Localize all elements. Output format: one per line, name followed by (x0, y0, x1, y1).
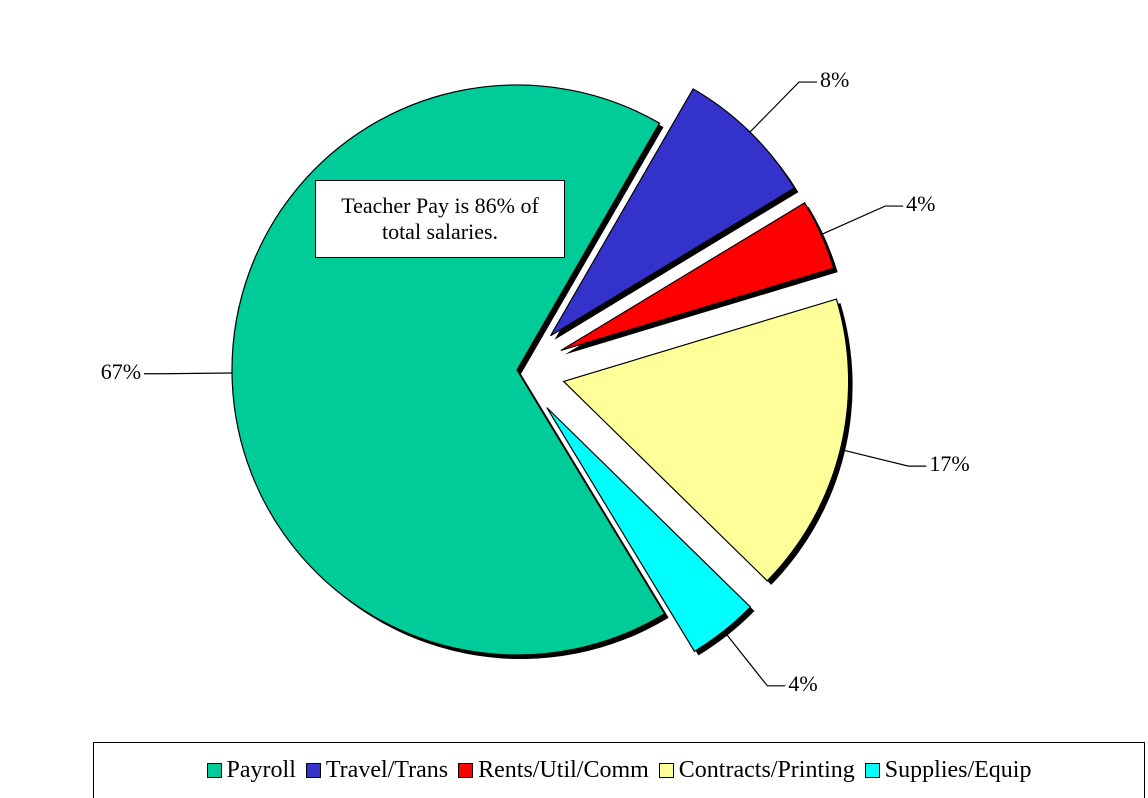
legend-swatch (458, 763, 474, 778)
slice (546, 407, 752, 653)
leader-line (820, 205, 904, 236)
legend-item: Travel/Trans (305, 757, 449, 784)
data-label: 4% (788, 671, 817, 696)
legend-label: Payroll (226, 757, 296, 783)
leader-line (749, 81, 817, 133)
legend-label: Supplies/Equip (884, 757, 1032, 783)
data-label: 8% (820, 67, 849, 92)
legend-item: Rents/Util/Comm (458, 757, 649, 784)
slice (560, 202, 835, 352)
leader-line (723, 630, 786, 687)
legend-swatch (864, 763, 880, 778)
legend-swatch (305, 763, 321, 778)
legend-swatch (206, 763, 222, 778)
legend-label: Travel/Trans (325, 757, 449, 783)
leader-line (144, 372, 233, 375)
legend-swatch (658, 763, 674, 778)
legend-item: Contracts/Printing (658, 757, 855, 784)
data-label: 67% (101, 359, 141, 384)
annotation: Teacher Pay is 86% of total salaries. (315, 180, 565, 258)
legend-item: Payroll (206, 757, 296, 784)
legend-label: Rents/Util/Comm (478, 757, 649, 783)
legend-item: Supplies/Equip (864, 757, 1032, 784)
legend-label: Contracts/Printing (678, 757, 855, 783)
data-label: 4% (906, 191, 935, 216)
leader-line (840, 448, 927, 467)
legend: Payroll Travel/Trans Rents/Util/Comm Contra… (93, 742, 1145, 798)
slice (550, 88, 796, 337)
data-label: 17% (929, 451, 969, 476)
